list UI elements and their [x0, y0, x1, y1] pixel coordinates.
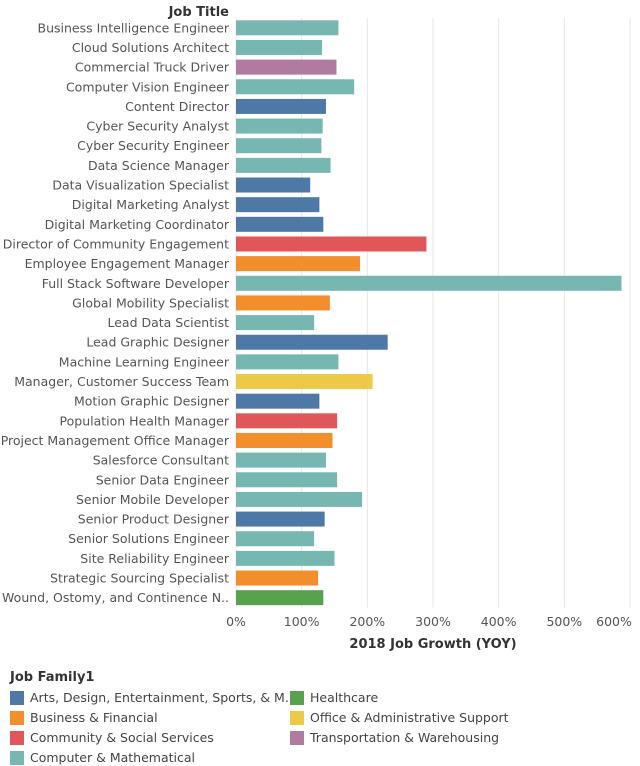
legend-label: Computer & Mathematical: [30, 750, 196, 765]
legend-swatch: [10, 710, 24, 725]
row-labels: Business Intelligence Engineer Cloud Solu…: [1, 20, 230, 605]
bar[interactable]: [236, 413, 338, 429]
x-tick-label: 400%: [481, 614, 517, 629]
bar[interactable]: [236, 334, 388, 350]
x-tick-label: 600%: [596, 614, 632, 629]
bar[interactable]: [236, 177, 311, 193]
legend-items: Arts, Design, Entertainment, Sports, & M…: [10, 689, 630, 766]
legend-label: Arts, Design, Entertainment, Sports, & M…: [30, 690, 293, 705]
legend-item[interactable]: Computer & Mathematical: [10, 749, 290, 766]
bar[interactable]: [236, 374, 373, 390]
row-label: Senior Mobile Developer: [76, 492, 230, 507]
row-label: Senior Product Designer: [78, 512, 230, 527]
bar[interactable]: [236, 275, 622, 291]
bar[interactable]: [236, 531, 315, 547]
row-label: Wound, Ostomy, and Continence N..: [2, 590, 229, 605]
legend-item[interactable]: Transportation & Warehousing: [290, 729, 610, 746]
bar[interactable]: [236, 79, 355, 95]
row-label: Director of Community Engagement: [3, 236, 229, 251]
bar[interactable]: [236, 511, 325, 527]
bar-chart: Job Title Business Intelligence Engineer…: [1, 5, 632, 652]
row-label: Site Reliability Engineer: [80, 551, 230, 566]
bar[interactable]: [236, 354, 339, 370]
legend-item[interactable]: Business & Financial: [10, 709, 290, 726]
legend-item[interactable]: Community & Social Services: [10, 729, 290, 746]
row-label: Global Mobility Specialist: [72, 295, 229, 310]
row-label: Population Health Manager: [60, 413, 230, 428]
legend-label: Office & Administrative Support: [310, 710, 509, 725]
bar[interactable]: [236, 216, 324, 232]
bar[interactable]: [236, 157, 331, 173]
legend-title: Job Family1: [10, 670, 95, 685]
row-label: Digital Marketing Analyst: [72, 197, 229, 212]
bar[interactable]: [236, 20, 339, 36]
row-label: Motion Graphic Designer: [74, 394, 230, 409]
bar[interactable]: [236, 491, 363, 507]
bar[interactable]: [236, 138, 322, 154]
row-label: Full Stack Software Developer: [42, 276, 230, 291]
x-tick-label: 0%: [226, 614, 246, 629]
x-tick-label: 500%: [546, 614, 582, 629]
x-tick-label: 100%: [284, 614, 320, 629]
row-label: Computer Vision Engineer: [66, 79, 230, 94]
bars-group: [236, 20, 622, 606]
bar[interactable]: [236, 236, 427, 252]
row-label: Data Science Manager: [88, 158, 230, 173]
gridlines: [235, 18, 631, 608]
bar[interactable]: [236, 550, 335, 566]
legend-swatch: [290, 730, 304, 745]
x-tick-label: 200%: [349, 614, 385, 629]
legend-label: Business & Financial: [30, 710, 158, 725]
row-label: Digital Marketing Coordinator: [45, 217, 230, 232]
row-label: Employee Engagement Manager: [25, 256, 230, 271]
bar[interactable]: [236, 295, 330, 311]
bar[interactable]: [236, 590, 324, 606]
legend-item[interactable]: Arts, Design, Entertainment, Sports, & M…: [10, 689, 293, 706]
row-label: Cyber Security Analyst: [86, 119, 229, 134]
legend-item[interactable]: Healthcare: [290, 689, 610, 706]
bar[interactable]: [236, 197, 320, 213]
row-label: Manager, Customer Success Team: [14, 374, 229, 389]
legend-swatch: [10, 690, 24, 705]
row-label: Business Intelligence Engineer: [38, 20, 230, 35]
bar[interactable]: [236, 39, 323, 55]
legend-label: Community & Social Services: [30, 730, 214, 745]
row-label: Data Visualization Specialist: [52, 178, 229, 193]
x-axis-title: 2018 Job Growth (YOY): [349, 637, 516, 652]
row-header: Job Title: [168, 5, 230, 20]
legend-swatch: [290, 690, 304, 705]
row-label: Machine Learning Engineer: [59, 354, 230, 369]
legend-label: Transportation & Warehousing: [310, 730, 500, 745]
row-label: Strategic Sourcing Specialist: [50, 571, 229, 586]
legend-item[interactable]: Office & Administrative Support: [290, 709, 610, 726]
bar[interactable]: [236, 452, 326, 468]
legend-label: Healthcare: [310, 690, 379, 705]
bar[interactable]: [236, 118, 323, 134]
legend-swatch: [10, 750, 24, 765]
row-label: Commercial Truck Driver: [75, 60, 230, 75]
bar[interactable]: [236, 98, 326, 114]
x-axis-ticks: 0% 100% 200% 300% 400% 500% 600%: [226, 614, 632, 629]
bar[interactable]: [236, 315, 315, 331]
row-label: Cyber Security Engineer: [77, 138, 230, 153]
row-label: Senior Solutions Engineer: [68, 531, 230, 546]
bar[interactable]: [236, 393, 320, 409]
legend: Job Family1 Arts, Design, Entertainment,…: [10, 670, 630, 766]
row-label: Project Management Office Manager: [1, 433, 230, 448]
row-label: Senior Data Engineer: [96, 472, 230, 487]
bar[interactable]: [236, 432, 333, 448]
x-tick-label: 300%: [415, 614, 451, 629]
legend-swatch: [290, 710, 304, 725]
row-label: Cloud Solutions Architect: [72, 40, 229, 55]
bar[interactable]: [236, 59, 337, 75]
row-label: Lead Data Scientist: [107, 315, 229, 330]
row-label: Salesforce Consultant: [93, 453, 229, 468]
legend-swatch: [10, 730, 24, 745]
bar[interactable]: [236, 570, 319, 586]
bar[interactable]: [236, 472, 338, 488]
bar[interactable]: [236, 256, 361, 272]
row-label: Lead Graphic Designer: [86, 335, 230, 350]
row-label: Content Director: [125, 99, 230, 114]
